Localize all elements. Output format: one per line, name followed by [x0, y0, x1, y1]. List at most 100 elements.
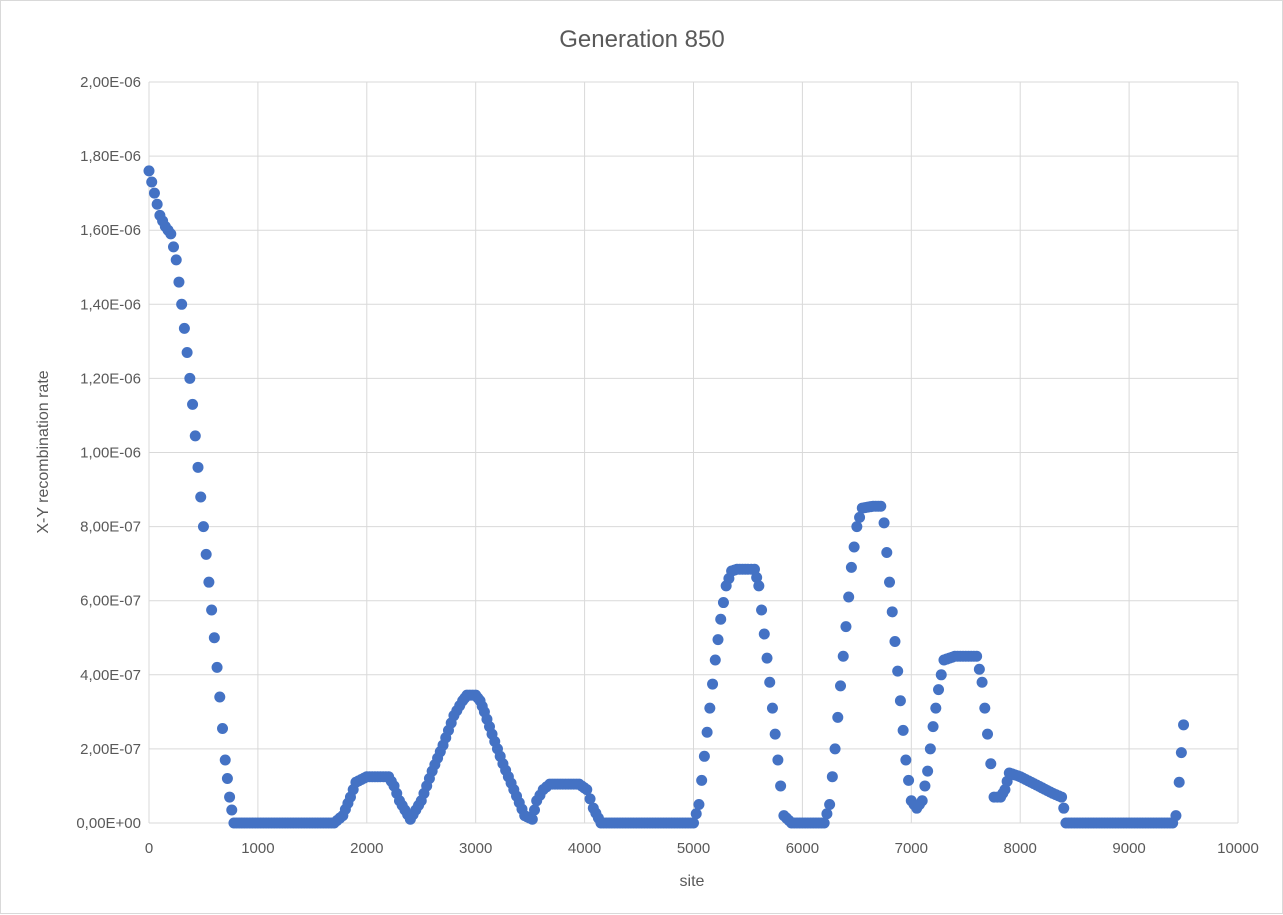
data-point — [701, 726, 713, 738]
data-point — [999, 784, 1011, 796]
data-point — [878, 517, 890, 529]
data-point — [176, 298, 188, 310]
data-point — [1056, 791, 1068, 803]
data-point — [165, 228, 177, 240]
y-tick-label: 1,40E-06 — [80, 296, 141, 313]
data-point — [178, 322, 190, 334]
data-point — [766, 702, 778, 714]
data-point — [219, 754, 231, 766]
x-tick-label: 8000 — [1004, 840, 1037, 857]
data-point — [195, 491, 207, 503]
y-tick-label: 1,80E-06 — [80, 148, 141, 165]
y-tick-label: 8,00E-07 — [80, 519, 141, 536]
data-point — [976, 676, 988, 688]
data-point — [930, 702, 942, 714]
data-point — [884, 576, 896, 588]
data-point — [148, 187, 160, 199]
data-point — [775, 780, 787, 792]
data-point — [184, 372, 196, 384]
y-axis-title: X-Y recombination rate — [35, 370, 52, 533]
data-point — [200, 548, 212, 560]
x-tick-label: 5000 — [677, 840, 710, 857]
y-tick-label: 2,00E-07 — [80, 741, 141, 758]
data-point — [764, 676, 776, 688]
data-point — [832, 711, 844, 723]
data-point — [824, 798, 836, 810]
data-point — [197, 521, 209, 533]
x-tick-label: 2000 — [350, 840, 383, 857]
data-point — [843, 591, 855, 603]
data-point — [688, 817, 699, 829]
data-point — [211, 661, 223, 673]
data-point — [1173, 776, 1185, 788]
x-tick-label: 0 — [145, 840, 153, 857]
data-point — [704, 702, 716, 714]
data-point — [886, 606, 898, 618]
data-point — [1058, 802, 1070, 814]
data-point — [1178, 719, 1190, 731]
data-point — [203, 576, 215, 588]
data-point — [818, 817, 830, 829]
data-point — [221, 773, 233, 785]
x-tick-label: 3000 — [459, 840, 492, 857]
y-axis-ticks: 0,00E+00 2,00E-07 4,00E-07 6,00E-07 8,00E-07… — [76, 74, 141, 832]
chart-title: Generation 850 — [559, 26, 724, 53]
data-point — [985, 758, 997, 770]
data-point — [933, 684, 945, 696]
data-point — [143, 165, 155, 177]
data-point — [892, 665, 904, 677]
data-point — [690, 808, 702, 820]
data-point — [170, 254, 182, 266]
data-point — [900, 754, 912, 766]
data-point — [854, 511, 866, 523]
data-point — [181, 346, 193, 358]
data-point — [208, 632, 220, 644]
data-point — [924, 743, 936, 755]
data-points — [143, 165, 1190, 829]
data-point — [897, 724, 909, 736]
data-point — [919, 780, 931, 792]
y-tick-label: 1,20E-06 — [80, 370, 141, 387]
data-point — [748, 563, 760, 575]
data-point — [772, 754, 784, 766]
x-tick-label: 7000 — [895, 840, 928, 857]
x-tick-label: 6000 — [786, 840, 819, 857]
data-point — [971, 650, 983, 662]
data-point — [889, 635, 901, 647]
x-tick-label: 9000 — [1112, 840, 1145, 857]
data-point — [821, 808, 833, 820]
data-point — [826, 771, 838, 783]
data-point — [584, 793, 596, 805]
data-point — [698, 750, 710, 762]
data-point — [756, 604, 768, 616]
data-point — [146, 176, 158, 188]
data-point — [712, 634, 724, 646]
data-point — [581, 784, 593, 796]
data-point — [973, 663, 985, 675]
data-point — [845, 561, 857, 573]
data-point — [751, 572, 763, 584]
data-point — [881, 547, 893, 559]
y-tick-label: 6,00E-07 — [80, 593, 141, 610]
data-point — [1170, 810, 1182, 822]
data-point — [835, 680, 847, 692]
y-tick-label: 4,00E-07 — [80, 667, 141, 684]
data-point — [758, 628, 770, 640]
data-point — [935, 669, 947, 681]
x-tick-label: 10000 — [1217, 840, 1259, 857]
x-tick-label: 1000 — [241, 840, 274, 857]
data-point — [894, 695, 906, 707]
data-point — [761, 652, 773, 664]
data-point — [192, 461, 204, 473]
data-point — [848, 541, 860, 553]
y-tick-label: 2,00E-06 — [80, 74, 141, 91]
gridlines — [148, 81, 1239, 824]
data-point — [206, 604, 218, 616]
data-point — [1175, 747, 1187, 759]
data-point — [851, 521, 863, 533]
data-point — [189, 430, 201, 442]
data-point — [529, 804, 541, 816]
data-point — [837, 650, 849, 662]
data-point — [707, 678, 719, 690]
